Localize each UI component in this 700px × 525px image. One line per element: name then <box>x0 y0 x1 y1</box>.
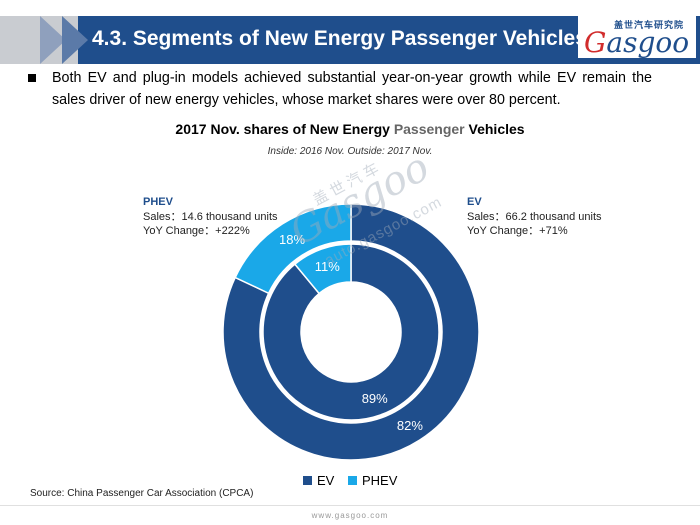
chart-title-part2: Vehicles <box>464 121 525 137</box>
footer-divider <box>0 505 700 506</box>
logo <box>578 14 696 58</box>
chart-title-part1: 2017 Nov. shares of New Energy <box>175 121 394 137</box>
chart-title-highlight: Passenger <box>393 121 465 137</box>
source-note: Source: China Passenger Car Association … <box>30 488 254 499</box>
chart-title: 2017 Nov. shares of New Energy Passenger… <box>0 121 700 137</box>
phev-annotation-name: PHEV <box>143 196 174 208</box>
outer-slice-phev <box>234 203 352 295</box>
phev-annotation-yoy: YoY Change：+222% <box>143 225 250 237</box>
phev-annotation-sales: Sales：14.6 thousand units <box>143 211 278 223</box>
inner-label-ev: 89% <box>362 391 388 406</box>
logo-g: G <box>584 26 607 59</box>
inner-slice-phev <box>293 243 352 295</box>
logo-rest: asgoo <box>606 26 690 59</box>
logo-chinese-text: 盖世汽车研究院 <box>614 20 685 30</box>
chart-subtitle: Inside: 2016 Nov. Outside: 2017 Nov. <box>267 146 433 157</box>
ev-annotation-name: EV <box>467 196 482 208</box>
inner-label-phev: 11% <box>315 259 340 274</box>
bullet-square-icon <box>28 74 36 82</box>
ev-annotation-sales: Sales：66.2 thousand units <box>467 211 602 223</box>
legend-label-ev: EV <box>317 473 335 488</box>
page-title: 4.3. Segments of New Energy Passenger Ve… <box>92 27 587 50</box>
header-chevron-2 <box>62 16 88 64</box>
outer-label-phev: 18% <box>279 232 305 247</box>
legend-swatch-ev <box>303 476 312 485</box>
outer-label-ev: 82% <box>397 418 423 433</box>
bullet-text: Both EV and plug-in models achieved subs… <box>52 70 652 108</box>
inner-ring: 89% 11% <box>262 243 440 421</box>
outer-ring: 82% 18% <box>222 203 480 461</box>
legend-swatch-phev <box>348 476 357 485</box>
outer-slice-ev <box>222 203 480 461</box>
footer-url: www.gasgoo.com <box>311 511 389 520</box>
header-chevron-1 <box>40 16 66 64</box>
logo-wordmark: Gasgoo <box>584 26 689 59</box>
ev-annotation-yoy: YoY Change：+71% <box>467 225 568 237</box>
legend-label-phev: PHEV <box>362 473 398 488</box>
inner-slice-ev <box>262 243 440 421</box>
